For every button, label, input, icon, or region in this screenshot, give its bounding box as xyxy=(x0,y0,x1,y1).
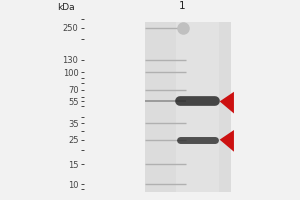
Polygon shape xyxy=(220,92,234,113)
FancyBboxPatch shape xyxy=(145,22,231,192)
Text: kDa: kDa xyxy=(58,3,75,12)
Text: 1: 1 xyxy=(178,1,185,11)
Polygon shape xyxy=(220,130,234,152)
FancyBboxPatch shape xyxy=(176,22,219,192)
